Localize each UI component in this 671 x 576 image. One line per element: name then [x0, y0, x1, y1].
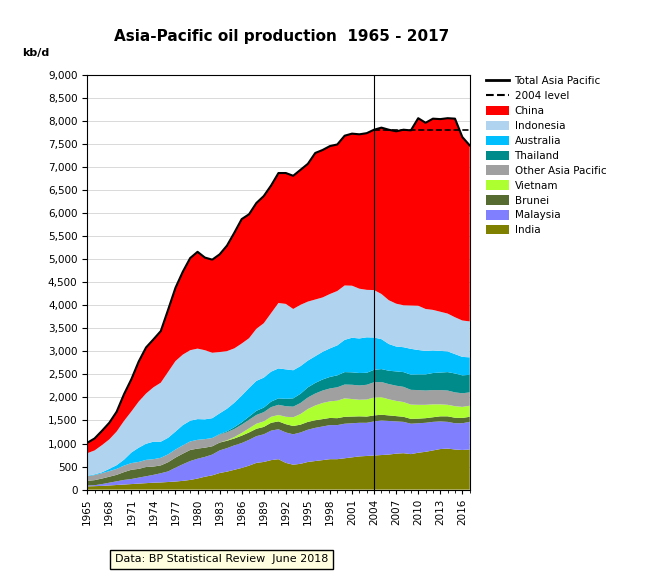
Text: Data: BP Statistical Review  June 2018: Data: BP Statistical Review June 2018: [115, 555, 328, 564]
Text: kb/d: kb/d: [22, 48, 50, 58]
Legend: Total Asia Pacific, 2004 level, China, Indonesia, Australia, Thailand, Other Asi: Total Asia Pacific, 2004 level, China, I…: [486, 76, 606, 236]
Text: Asia-Pacific oil production  1965 - 2017: Asia-Pacific oil production 1965 - 2017: [114, 29, 450, 44]
